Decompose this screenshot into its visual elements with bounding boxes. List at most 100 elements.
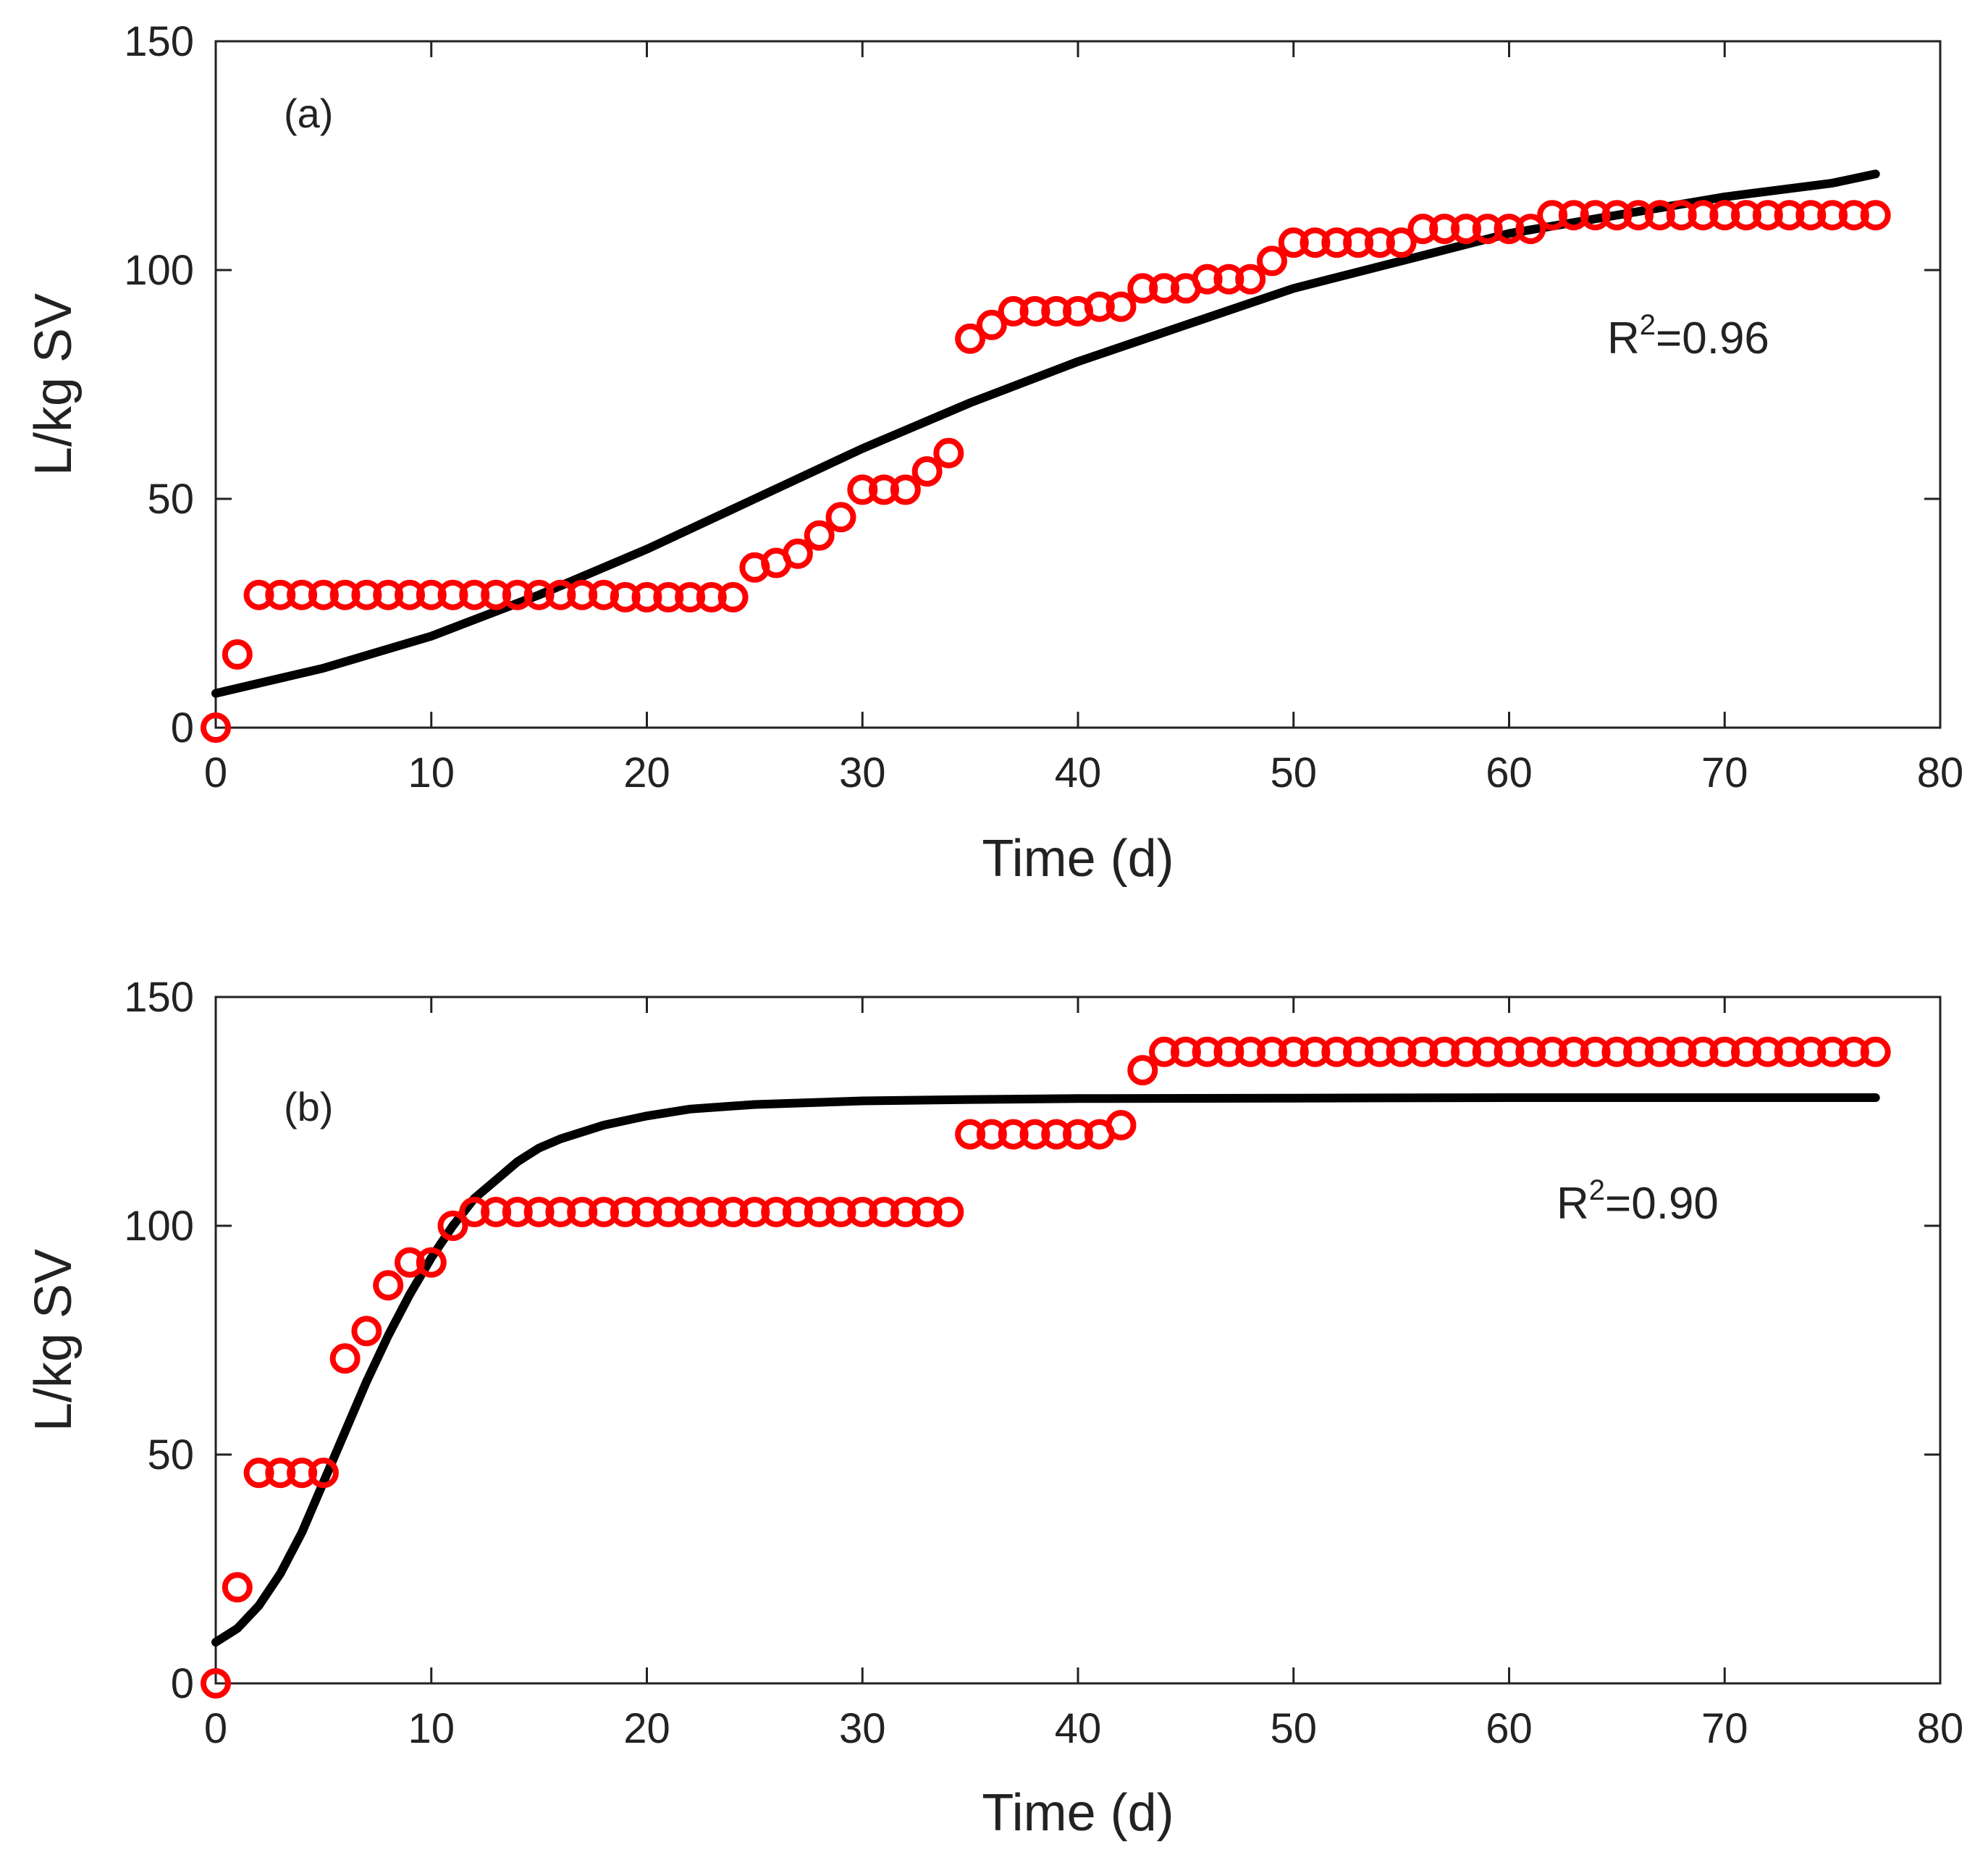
data-point (395, 1247, 425, 1278)
data-point (1817, 200, 1848, 231)
y-axis-label: L/kg SV (25, 293, 83, 476)
x-tick-label: 30 (839, 1705, 886, 1752)
data-point (1709, 1036, 1740, 1067)
data-point (782, 1197, 813, 1227)
data-point (1601, 1036, 1633, 1067)
data-point (373, 579, 404, 610)
data-point (911, 1197, 943, 1227)
data-point (1127, 273, 1158, 304)
data-point (567, 579, 598, 610)
data-point (1149, 1036, 1180, 1067)
data-point (998, 1119, 1029, 1150)
data-point (222, 639, 253, 670)
y-axis-ticks: 0 50 100 150 (124, 18, 1940, 752)
data-point (1386, 227, 1417, 258)
data-point (1580, 200, 1611, 231)
data-point (265, 579, 296, 610)
data-point (1127, 1055, 1158, 1086)
data-point (1774, 200, 1805, 231)
data-point (1019, 295, 1050, 327)
data-point (890, 474, 921, 505)
data-point (1838, 1036, 1869, 1067)
data-point (459, 579, 490, 610)
data-point (265, 1457, 296, 1489)
r-squared-annotation: R2=0.96 (1607, 309, 1769, 363)
data-point (610, 1197, 641, 1227)
data-point (1321, 1036, 1352, 1067)
data-point (1752, 1036, 1783, 1067)
data-point (890, 1197, 921, 1227)
data-point (1752, 200, 1783, 231)
data-point (1364, 1036, 1395, 1067)
x-tick-label: 10 (408, 1705, 455, 1752)
data-point (1644, 1036, 1675, 1067)
data-point (287, 1457, 318, 1489)
data-point (308, 579, 339, 610)
data-point (1731, 200, 1761, 231)
data-point (1041, 295, 1072, 327)
data-point (1343, 1036, 1374, 1067)
data-point (976, 309, 1007, 340)
data-point (395, 579, 425, 610)
data-point (1105, 1110, 1137, 1140)
y-tick-label: 150 (124, 18, 194, 65)
data-point (1278, 227, 1309, 258)
data-point (481, 1197, 512, 1227)
panel-label: (b) (284, 1084, 333, 1129)
x-tick-label: 10 (408, 749, 455, 796)
data-point (1494, 1036, 1525, 1067)
data-point (222, 1572, 253, 1603)
data-point (825, 1197, 856, 1227)
data-point (351, 1316, 382, 1347)
x-tick-label: 0 (204, 749, 227, 796)
data-point (1407, 1036, 1439, 1067)
data-point (1666, 1036, 1697, 1067)
data-point (1192, 264, 1223, 295)
data-point (1300, 227, 1331, 258)
data-point (567, 1197, 598, 1227)
data-point (804, 1197, 835, 1227)
data-point (1364, 227, 1395, 258)
data-point (416, 579, 447, 610)
y-tick-label: 150 (124, 974, 194, 1021)
data-point (437, 1211, 468, 1241)
data-point (308, 1457, 339, 1489)
r-squared-symbol: R (1607, 314, 1640, 363)
data-point (696, 581, 727, 613)
x-tick-label: 50 (1270, 749, 1317, 796)
r-squared-superscript: 2 (1589, 1174, 1605, 1206)
data-point (1472, 1036, 1503, 1067)
data-point (1019, 1119, 1050, 1150)
data-point (717, 1197, 749, 1227)
data-point (329, 579, 361, 610)
data-point (589, 1197, 619, 1227)
data-point (1558, 200, 1589, 231)
data-point (373, 1270, 404, 1301)
x-tick-label: 0 (204, 1705, 227, 1752)
data-point (437, 579, 468, 610)
data-point (1321, 227, 1352, 258)
measured-points (201, 1036, 1891, 1699)
data-point (1472, 214, 1503, 245)
data-point (502, 579, 533, 610)
r-squared-symbol: R (1557, 1179, 1589, 1229)
data-point (1257, 1036, 1287, 1067)
data-point (1278, 1036, 1309, 1067)
x-tick-label: 20 (623, 749, 670, 796)
data-point (631, 1197, 662, 1227)
data-point (459, 1197, 490, 1227)
data-point (933, 1197, 964, 1227)
data-point (1429, 1036, 1460, 1067)
data-point (1860, 1036, 1891, 1067)
data-point (243, 1457, 274, 1489)
data-point (1838, 200, 1869, 231)
data-point (1623, 200, 1654, 231)
data-point (847, 474, 878, 505)
model-fit-curve (211, 1093, 1880, 1647)
x-tick-label: 20 (623, 1705, 670, 1752)
data-point (998, 295, 1029, 327)
data-point (1041, 1119, 1072, 1150)
